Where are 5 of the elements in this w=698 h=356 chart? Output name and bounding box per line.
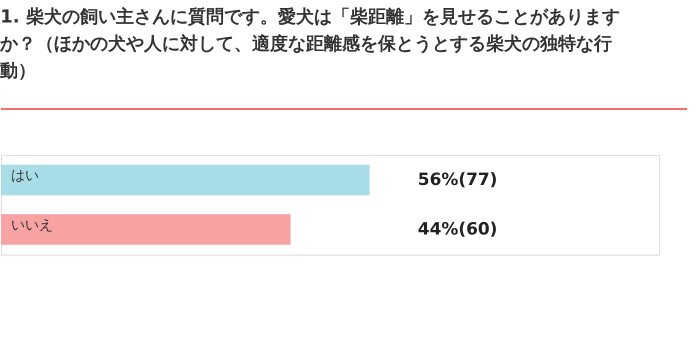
- y-tick-label: いいえ: [10, 217, 53, 234]
- data-label: 44%(60): [418, 218, 498, 238]
- y-tick-label: はい: [10, 168, 39, 184]
- data-label: 56%(77): [418, 169, 498, 190]
- chart-title: 1. 柴犬の飼い主さんに質問です。愛犬は「柴距離」を見せることがありますか？（ほかの犬や人に対して、適度な距離感を保とうとする柴犬の独特な行動）: [0, 6, 620, 82]
